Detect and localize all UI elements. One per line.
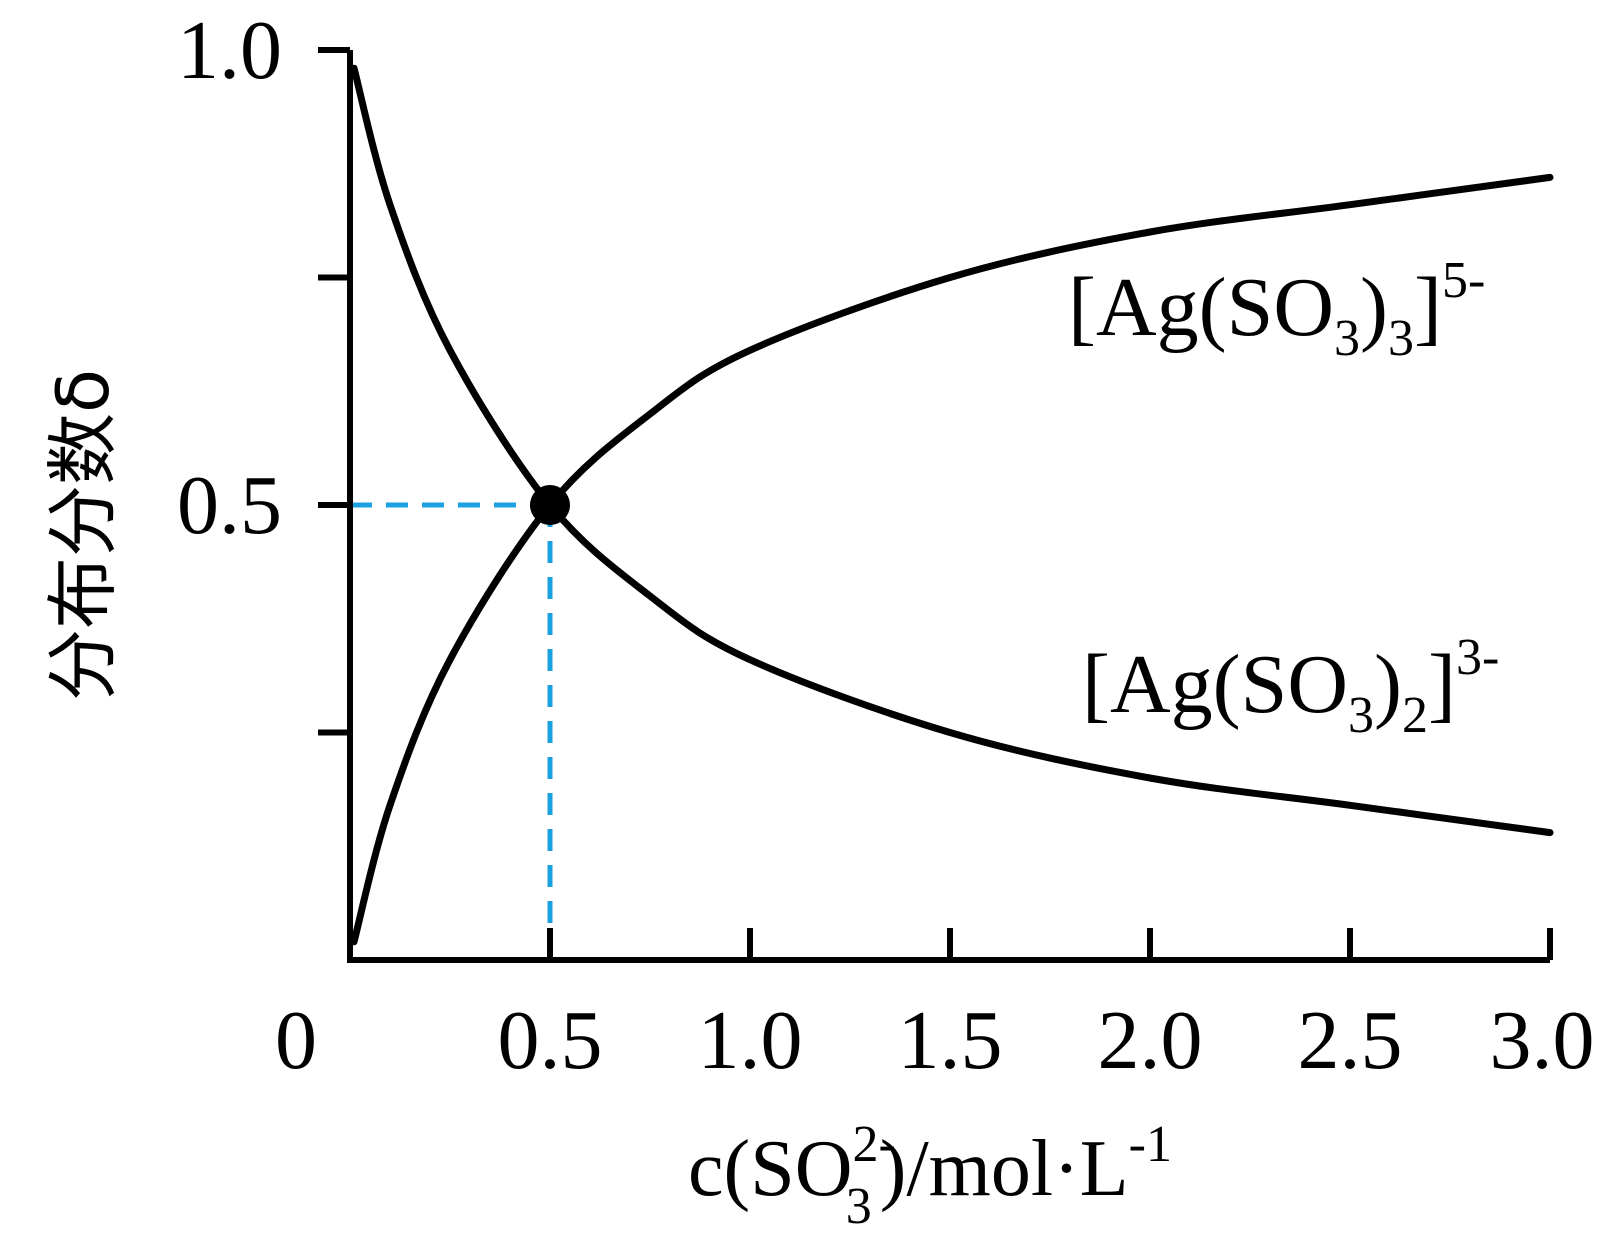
- intersection-marker: [530, 485, 570, 525]
- x-tick-label-3: 2.0: [1098, 994, 1203, 1087]
- series-label-ag-so3-3: [Ag(SO3)3]5-: [1068, 252, 1485, 367]
- axes: [347, 50, 1550, 963]
- series-label-ag-so3-3-sub2: 3: [1388, 310, 1414, 367]
- series-label-ag-so3-2: [Ag(SO3)2]3-: [1082, 629, 1499, 744]
- series-line-0: [350, 64, 1554, 837]
- x-axis-title-sup: 2-: [852, 1116, 895, 1173]
- guide-lines: [350, 502, 553, 960]
- y-tick-label-1: 0.5: [177, 459, 282, 552]
- series-curves: [350, 64, 1554, 946]
- series-label-ag-so3-2-mid: ): [1374, 638, 1402, 731]
- series-label-ag-so3-2-sup: 3-: [1456, 629, 1499, 686]
- series-label-ag-so3-3-mid: ): [1360, 261, 1388, 354]
- series-label-ag-so3-3-sub1: 3: [1334, 310, 1360, 367]
- series-label-ag-so3-3-prefix: [Ag(SO: [1068, 261, 1334, 354]
- x-axis-title-prefix: c(SO: [688, 1125, 852, 1213]
- ticks: 0.5 1.0 1.5 2.0 2.5 3.0 0.5 1.0: [177, 4, 1595, 1087]
- x-axis-title-sub: 3: [846, 1178, 872, 1235]
- series-label-ag-so3-2-prefix: [Ag(SO: [1082, 638, 1348, 731]
- x-tick-label-4: 2.5: [1298, 994, 1403, 1087]
- x-tick-label-1: 1.0: [698, 994, 803, 1087]
- series-label-ag-so3-2-sub1: 3: [1348, 687, 1374, 744]
- x-tick-label-2: 1.5: [898, 994, 1003, 1087]
- series-label-ag-so3-3-sup: 5-: [1442, 252, 1485, 309]
- x-tick-label-5: 3.0: [1490, 994, 1595, 1087]
- series-line-1: [350, 173, 1554, 946]
- x-axis-title-suffix: )/mol·L: [880, 1125, 1129, 1213]
- y-axis-title: 分布分数δ: [41, 369, 125, 701]
- series-label-ag-so3-2-sub2: 2: [1402, 687, 1428, 744]
- y-tick-label-3: 1.0: [177, 4, 282, 97]
- x-tick-label-0: 0.5: [498, 994, 603, 1087]
- series-label-ag-so3-3-close: ]: [1414, 261, 1442, 354]
- series-label-ag-so3-2-close: ]: [1428, 638, 1456, 731]
- x-axis-title-suffix-sup: -1: [1129, 1116, 1172, 1173]
- intersection-marker-group: [530, 485, 570, 525]
- x-axis-title: c(SO2-3)/mol·L-1: [688, 1116, 1172, 1235]
- x-origin-label: 0: [275, 994, 317, 1087]
